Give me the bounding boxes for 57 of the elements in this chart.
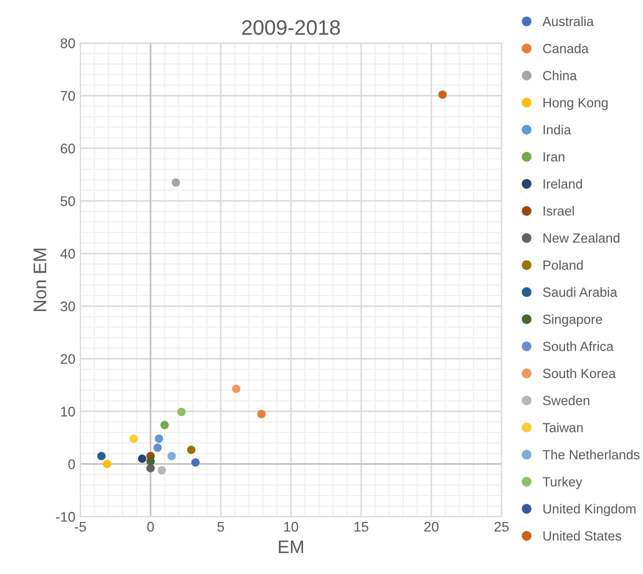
y-tick-label: 50 (60, 196, 75, 206)
legend-label: South Africa (543, 341, 614, 352)
legend-label: Singapore (543, 314, 602, 327)
point (102, 460, 112, 468)
x-tick-label: 10 (284, 522, 298, 532)
point (158, 466, 166, 474)
legend-label: United Kingdom (543, 504, 636, 516)
point (146, 457, 155, 466)
legend-label: United States (543, 530, 622, 541)
legend-label: Taiwan (542, 422, 583, 432)
x-tick-label: 5 (217, 522, 224, 532)
point (177, 408, 186, 416)
legend-label: India (544, 124, 572, 134)
point (187, 446, 196, 454)
point (167, 452, 176, 460)
point (154, 434, 164, 443)
legend-label: China (543, 70, 577, 80)
point (153, 444, 162, 452)
point (138, 454, 146, 463)
chart-title: 2009-2018 (242, 20, 340, 35)
point (257, 410, 266, 418)
y-axis-title: Non EM (34, 248, 46, 311)
x-axis-title: EM (278, 540, 304, 554)
legend-label: Poland (544, 260, 583, 270)
point (97, 452, 106, 460)
point (232, 384, 240, 393)
y-tick-label: 40 (60, 248, 75, 259)
legend-label: Australia (542, 16, 594, 26)
legend-label: The Netherlands (542, 450, 640, 460)
legend-label: New Zealand (544, 233, 620, 243)
legend-label: Turkey (542, 476, 582, 490)
point (172, 178, 180, 187)
y-tick-label: 30 (60, 301, 75, 312)
x-tick-label: 20 (424, 522, 439, 532)
legend-label: South Korea (543, 368, 616, 378)
legend-label: Ireland (544, 178, 582, 189)
y-tick-label: 70 (60, 91, 75, 101)
y-tick-label: 20 (60, 354, 75, 364)
point (160, 420, 169, 430)
x-tick-label: 0 (147, 522, 154, 532)
y-tick-label: -10 (56, 512, 75, 522)
legend-label: Iran (544, 152, 564, 162)
legend-label: Sweden (543, 396, 590, 406)
legend-label: Hong Kong (544, 98, 608, 110)
x-tick-label: -5 (74, 522, 86, 532)
y-tick-label: 60 (60, 144, 75, 154)
point (130, 434, 138, 443)
y-tick-label: 10 (61, 406, 75, 417)
y-tick-label: 80 (60, 38, 75, 48)
legend-label: Saudi Arabia (543, 287, 618, 297)
y-tick-label: 0 (68, 459, 75, 470)
legend-label: Canada (543, 44, 589, 54)
x-tick-label: 15 (354, 522, 368, 532)
x-tick-label: 25 (494, 522, 509, 532)
point (191, 458, 200, 467)
legend-label: Israel (544, 206, 574, 216)
point (438, 90, 447, 99)
